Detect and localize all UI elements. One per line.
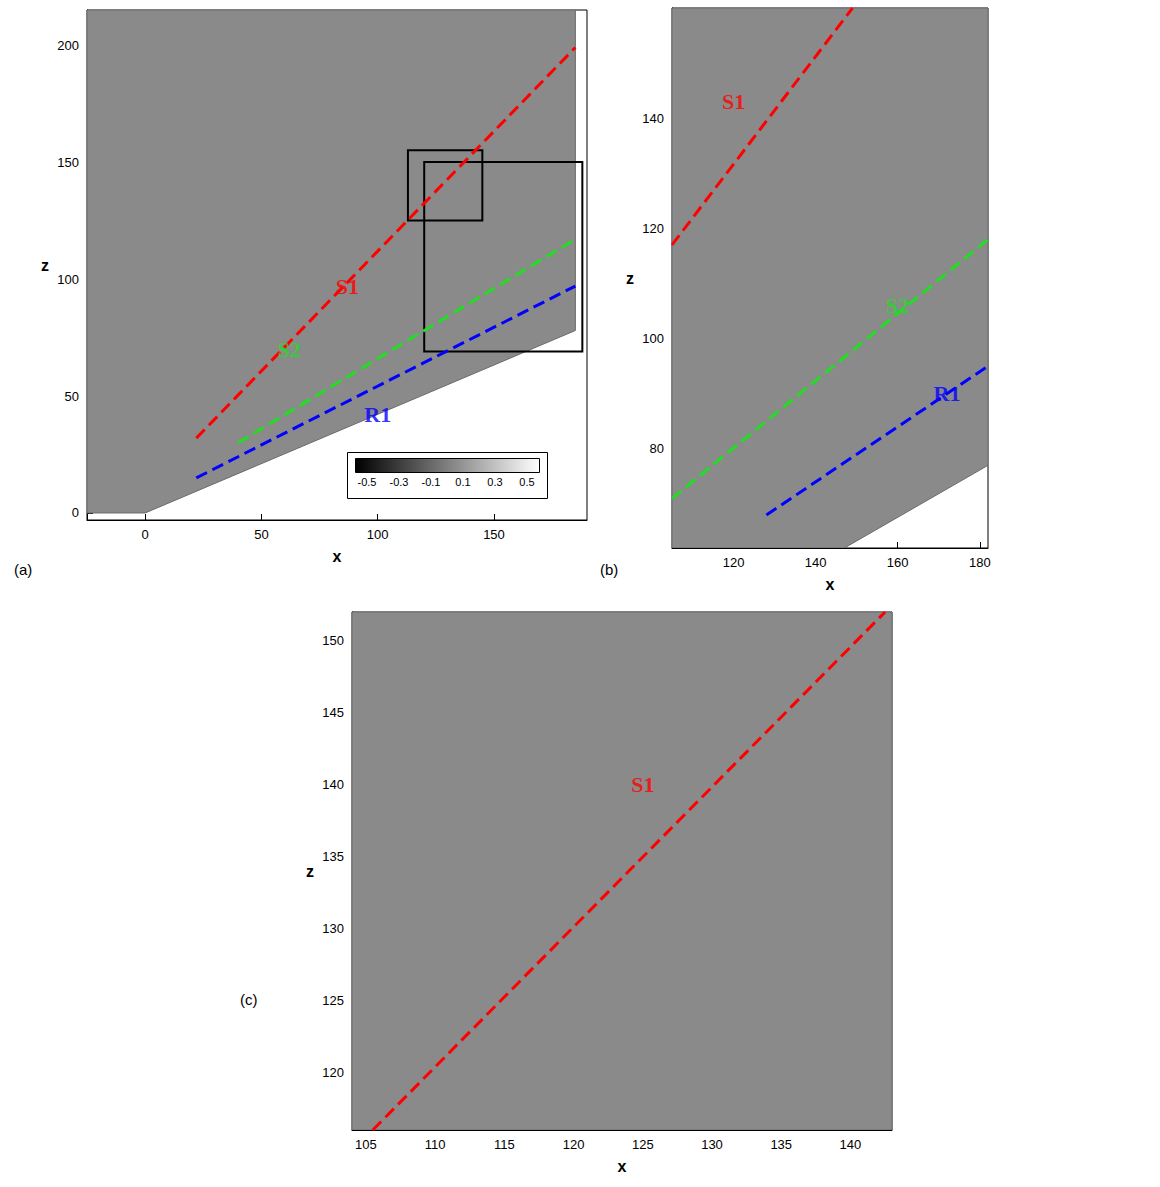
svg-text:x: x [618, 1158, 627, 1175]
svg-text:125: 125 [322, 993, 344, 1008]
svg-text:130: 130 [701, 1137, 723, 1152]
svg-text:0.1: 0.1 [455, 476, 470, 488]
svg-text:105: 105 [355, 1137, 377, 1152]
svg-text:0: 0 [72, 505, 79, 520]
svg-text:S2: S2 [886, 293, 909, 318]
svg-text:(b): (b) [600, 561, 618, 578]
svg-text:135: 135 [770, 1137, 792, 1152]
svg-text:80: 80 [650, 441, 664, 456]
svg-text:z: z [626, 270, 634, 287]
svg-text:120: 120 [642, 221, 664, 236]
svg-text:150: 150 [483, 527, 505, 542]
svg-text:200: 200 [57, 38, 79, 53]
svg-text:S2: S2 [278, 337, 301, 362]
svg-text:(c): (c) [240, 991, 258, 1008]
svg-text:z: z [41, 257, 49, 274]
svg-text:135: 135 [322, 849, 344, 864]
svg-text:0.3: 0.3 [487, 476, 502, 488]
svg-text:140: 140 [805, 555, 827, 570]
svg-text:140: 140 [642, 111, 664, 126]
svg-text:140: 140 [322, 777, 344, 792]
svg-text:x: x [826, 576, 835, 593]
svg-text:z: z [306, 863, 314, 880]
svg-text:145: 145 [322, 705, 344, 720]
svg-text:100: 100 [367, 527, 389, 542]
svg-text:150: 150 [57, 155, 79, 170]
svg-text:180: 180 [969, 555, 991, 570]
svg-text:120: 120 [723, 555, 745, 570]
svg-text:R1: R1 [364, 402, 391, 427]
svg-text:-0.3: -0.3 [390, 476, 409, 488]
svg-text:-0.5: -0.5 [358, 476, 377, 488]
svg-text:50: 50 [254, 527, 268, 542]
svg-text:140: 140 [840, 1137, 862, 1152]
svg-text:0.5: 0.5 [519, 476, 534, 488]
svg-text:120: 120 [322, 1065, 344, 1080]
svg-text:-0.1: -0.1 [422, 476, 441, 488]
svg-text:130: 130 [322, 921, 344, 936]
svg-text:160: 160 [887, 555, 909, 570]
svg-text:x: x [333, 548, 342, 565]
svg-text:S1: S1 [722, 89, 745, 114]
svg-text:0: 0 [142, 527, 149, 542]
svg-text:100: 100 [642, 331, 664, 346]
svg-text:S1: S1 [336, 274, 359, 299]
svg-text:R1: R1 [934, 381, 961, 406]
svg-text:(a): (a) [14, 561, 32, 578]
svg-text:115: 115 [494, 1137, 515, 1152]
svg-text:125: 125 [632, 1137, 654, 1152]
svg-text:120: 120 [563, 1137, 585, 1152]
svg-text:150: 150 [322, 633, 344, 648]
svg-text:50: 50 [65, 389, 79, 404]
svg-text:100: 100 [57, 272, 79, 287]
svg-text:S1: S1 [631, 772, 654, 797]
svg-text:110: 110 [425, 1137, 446, 1152]
